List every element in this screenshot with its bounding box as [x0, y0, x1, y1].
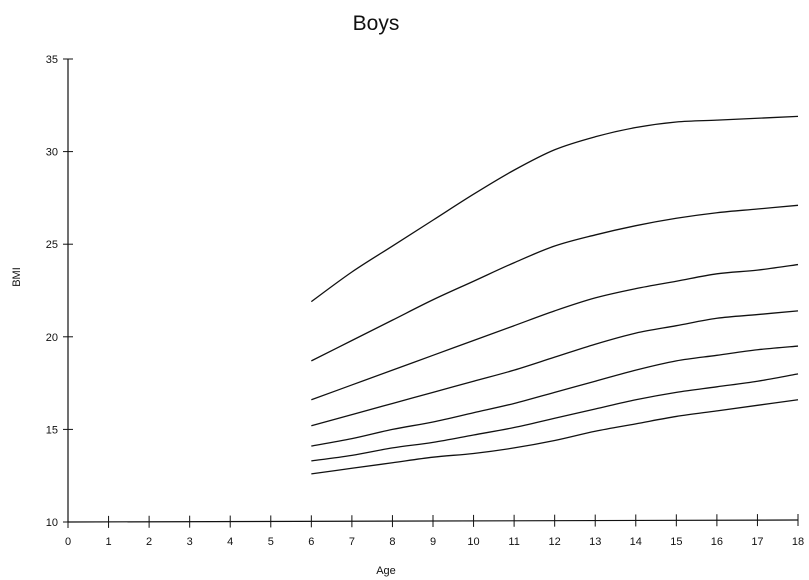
x-tick-label: 14	[630, 536, 642, 548]
series-line-6	[311, 204, 799, 362]
y-tick-label: 15	[46, 424, 58, 436]
x-tick-label: 7	[349, 536, 355, 548]
y-tick-label: 30	[46, 147, 58, 159]
x-ticks: 0 1 2 3 4 5 6 7 8 9 10 11 12 13 14 15 16 17 18	[65, 514, 804, 548]
x-tick-label: 13	[589, 536, 601, 548]
y-tick-label: 20	[46, 332, 58, 344]
series-line-2	[311, 373, 799, 462]
y-axis-label: BMI	[11, 267, 23, 287]
x-tick-label: 15	[670, 536, 682, 548]
series-group	[310, 115, 799, 475]
y-tick-label: 10	[46, 517, 58, 529]
x-tick-label: 18	[792, 536, 804, 548]
x-tick-label: 17	[751, 536, 763, 548]
x-tick-label: 1	[105, 536, 111, 548]
x-tick-label: 8	[389, 536, 395, 548]
x-tick-label: 10	[467, 536, 479, 548]
x-tick-label: 5	[268, 536, 274, 548]
series-line-3	[311, 345, 799, 447]
x-tick-label: 4	[227, 536, 233, 548]
x-tick-label: 6	[308, 536, 314, 548]
x-tick-label: 2	[146, 536, 152, 548]
series-line-7	[310, 115, 799, 303]
series-line-4	[311, 310, 799, 427]
y-ticks: 10 15 20 25 30 35	[46, 54, 73, 529]
x-tick-label: 11	[508, 536, 519, 548]
series-line-1	[311, 399, 799, 475]
x-tick-label: 9	[430, 536, 436, 548]
x-tick-label: 12	[549, 536, 561, 548]
x-tick-label: 0	[65, 536, 71, 548]
y-tick-label: 35	[46, 54, 58, 66]
x-tick-label: 3	[187, 536, 193, 548]
x-tick-label: 16	[711, 536, 723, 548]
y-tick-label: 25	[46, 239, 58, 251]
series-line-5	[311, 263, 799, 401]
x-axis-label: Age	[376, 565, 396, 577]
chart-title: Boys	[353, 12, 400, 35]
